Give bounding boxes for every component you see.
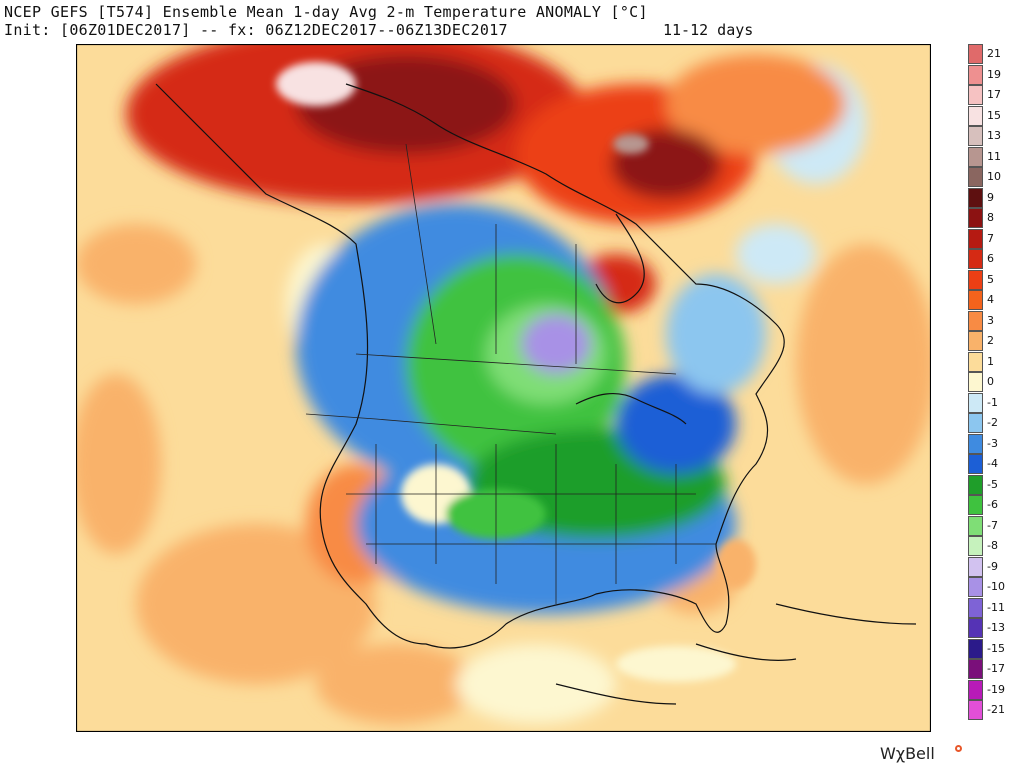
map-subtitle: Init: [06Z01DEC2017] -- fx: 06Z12DEC2017… — [4, 21, 508, 39]
legend-swatch — [968, 249, 983, 269]
legend-label: -2 — [987, 416, 998, 429]
legend-swatch — [968, 290, 983, 310]
legend-swatch — [968, 679, 983, 700]
legend-swatch — [968, 536, 983, 556]
legend-label: 8 — [987, 211, 994, 224]
legend-label: 15 — [987, 108, 1001, 122]
legend-swatch — [968, 105, 983, 126]
legend-swatch — [968, 372, 983, 392]
legend-label: -13 — [987, 621, 1005, 634]
legend-swatch — [968, 638, 983, 659]
legend-label: -8 — [987, 539, 998, 552]
legend-label: 21 — [987, 47, 1001, 60]
legend-swatch — [968, 454, 983, 474]
legend-swatch — [968, 146, 983, 167]
legend-label: -11 — [987, 600, 1005, 614]
legend-label: 9 — [987, 190, 994, 204]
temperature-anomaly-map — [76, 44, 931, 732]
legend-label: 13 — [987, 129, 1001, 142]
legend-label: -4 — [987, 457, 998, 470]
legend-label: -19 — [987, 682, 1005, 696]
legend-label: 10 — [987, 170, 1001, 183]
legend-label: 6 — [987, 252, 994, 265]
legend-label: -7 — [987, 518, 998, 532]
legend-swatch — [968, 700, 983, 720]
legend-swatch — [968, 126, 983, 146]
legend-swatch — [968, 413, 983, 433]
legend-label: -5 — [987, 477, 998, 491]
legend-label: -10 — [987, 580, 1005, 593]
legend-label: -17 — [987, 662, 1005, 675]
legend-label: -1 — [987, 395, 998, 409]
legend-swatch — [968, 187, 983, 208]
legend-swatch — [968, 433, 983, 454]
legend-swatch — [968, 44, 983, 64]
legend-swatch — [968, 228, 983, 249]
map-canvas — [76, 44, 931, 732]
map-title: NCEP GEFS [T574] Ensemble Mean 1-day Avg… — [4, 3, 648, 21]
legend-label: 11 — [987, 149, 1001, 163]
legend-swatch — [968, 618, 983, 638]
legend-swatch — [968, 392, 983, 413]
legend-swatch — [968, 597, 983, 618]
legend-swatch — [968, 269, 983, 290]
colorbar-legend: 21 19 17 15 13 11 10 9 8 7 6 5 4 3 2 1 0 -1 -2 -3 -4 -5 -6 -7 -8… — [965, 44, 1021, 724]
legend-swatch — [968, 167, 983, 187]
legend-swatch — [968, 85, 983, 105]
coastlines — [155, 83, 917, 705]
legend-label: 5 — [987, 272, 994, 286]
legend-swatch — [968, 556, 983, 577]
legend-swatch — [968, 310, 983, 331]
map-frame — [76, 44, 931, 732]
legend-label: -3 — [987, 436, 998, 450]
legend-label: -15 — [987, 641, 1005, 655]
legend-label: 0 — [987, 375, 994, 388]
legend-label: -21 — [987, 703, 1005, 716]
legend-swatch — [968, 495, 983, 515]
legend-label: 7 — [987, 231, 994, 245]
anomaly-detail-fields — [276, 62, 756, 682]
legend-label: 4 — [987, 293, 994, 306]
legend-swatch — [968, 659, 983, 679]
wxbell-logo-text: WχBell — [880, 744, 935, 763]
legend-swatch — [968, 577, 983, 597]
political-boundaries — [305, 143, 716, 604]
anomaly-fields — [76, 44, 931, 724]
forecast-lead-time: 11-12 days — [663, 21, 754, 39]
legend-swatch — [968, 515, 983, 536]
legend-label: 3 — [987, 313, 994, 327]
wxbell-logo-icon — [955, 745, 962, 752]
legend-swatch — [968, 331, 983, 351]
legend-label: 17 — [987, 88, 1001, 101]
legend-label: -6 — [987, 498, 998, 511]
legend-swatch — [968, 474, 983, 495]
legend-label: 2 — [987, 334, 994, 347]
legend-swatch — [968, 351, 983, 372]
legend-swatch — [968, 64, 983, 85]
legend-label: 19 — [987, 67, 1001, 81]
legend-swatch — [968, 208, 983, 228]
legend-label: -9 — [987, 559, 998, 573]
legend-label: 1 — [987, 354, 994, 368]
